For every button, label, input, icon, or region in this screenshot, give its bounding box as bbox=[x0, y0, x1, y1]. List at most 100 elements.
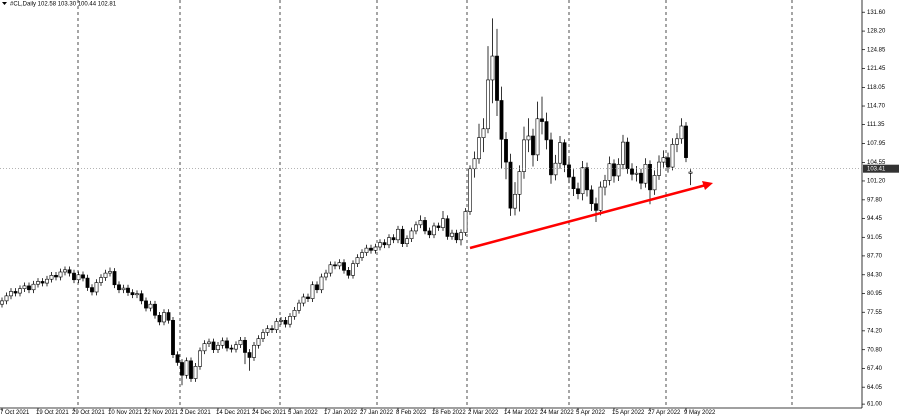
candle-body bbox=[463, 211, 468, 233]
candle-body bbox=[490, 55, 495, 81]
candle-body bbox=[607, 163, 612, 181]
candle-body bbox=[292, 310, 297, 317]
candle-body bbox=[76, 274, 81, 281]
x-tick-label: 17 Jan 2022 bbox=[324, 410, 358, 416]
last-price-label: 103.41 bbox=[867, 166, 886, 172]
y-tick-label: 87.70 bbox=[867, 253, 883, 259]
candle-body bbox=[261, 332, 265, 339]
candle-body bbox=[270, 328, 274, 331]
candle-body bbox=[229, 347, 234, 350]
candle-body bbox=[72, 272, 76, 281]
candle-body bbox=[445, 218, 450, 237]
candle-body bbox=[598, 186, 603, 211]
x-tick-label: 24 Dec 2021 bbox=[252, 410, 287, 416]
candle-body bbox=[0, 300, 4, 305]
candle-body bbox=[234, 344, 238, 350]
candle-body bbox=[585, 167, 589, 191]
candle-body bbox=[472, 158, 477, 170]
y-tick-label: 91.05 bbox=[867, 235, 883, 241]
candle-body bbox=[184, 360, 189, 376]
candle-body bbox=[225, 340, 229, 349]
candle-body bbox=[360, 252, 364, 258]
candle-body bbox=[211, 341, 216, 351]
candle-body bbox=[436, 225, 441, 228]
candle-body bbox=[670, 144, 675, 168]
candle-body bbox=[504, 139, 508, 163]
period-separators bbox=[77, 0, 793, 408]
candle-body bbox=[567, 164, 571, 178]
candle-body bbox=[279, 319, 283, 322]
candle-body bbox=[135, 293, 139, 296]
plot bbox=[0, 18, 693, 386]
x-tick-label: 10 Nov 2021 bbox=[108, 410, 143, 416]
candle-body bbox=[112, 271, 117, 286]
candle-body bbox=[666, 157, 670, 168]
candle-body bbox=[67, 269, 72, 274]
candle-body bbox=[180, 362, 184, 376]
y-tick-label: 67.40 bbox=[867, 366, 883, 372]
candle-body bbox=[202, 343, 207, 352]
candle-body bbox=[387, 237, 391, 246]
candle-body bbox=[252, 344, 256, 358]
candle-body bbox=[99, 277, 103, 283]
candle-body bbox=[369, 247, 373, 251]
candle-body bbox=[400, 228, 405, 244]
candle-body bbox=[414, 224, 418, 232]
y-tick-label: 128.20 bbox=[867, 29, 886, 35]
candle-body bbox=[517, 171, 522, 195]
candle-body bbox=[171, 319, 175, 356]
candle-body bbox=[193, 366, 198, 379]
candle-body bbox=[630, 168, 634, 175]
candle-body bbox=[648, 164, 652, 191]
candle-body bbox=[513, 193, 517, 209]
candle-body bbox=[643, 164, 648, 184]
candle-body bbox=[621, 141, 625, 165]
candle-body bbox=[31, 283, 36, 291]
candle-body bbox=[265, 328, 270, 333]
candle-body bbox=[634, 172, 639, 175]
x-tick-label: 24 Mar 2022 bbox=[540, 410, 574, 416]
candle-body bbox=[315, 284, 319, 291]
candle-body bbox=[450, 232, 454, 237]
candle-body bbox=[346, 270, 351, 276]
y-tick-label: 77.55 bbox=[867, 310, 883, 316]
candle-body bbox=[328, 264, 333, 274]
candle-body bbox=[409, 230, 414, 239]
x-tick-label: 27 Jan 2022 bbox=[360, 410, 394, 416]
candle-body bbox=[297, 302, 301, 311]
y-tick-label: 104.55 bbox=[867, 160, 886, 166]
x-tick-label: 2 Dec 2021 bbox=[180, 410, 211, 416]
candle-body bbox=[382, 242, 387, 246]
menu-triangle[interactable] bbox=[2, 2, 7, 5]
candle-body bbox=[652, 175, 657, 191]
y-tick-label: 97.80 bbox=[867, 197, 883, 203]
candle-body bbox=[684, 125, 688, 158]
candle-body bbox=[243, 339, 247, 353]
x-tick-label: 14 Mar 2022 bbox=[504, 410, 538, 416]
candle-body bbox=[9, 291, 13, 297]
candle-body bbox=[355, 257, 360, 264]
x-tick-label: 9 May 2022 bbox=[684, 410, 716, 416]
candle-body bbox=[558, 142, 562, 164]
candle-body bbox=[90, 287, 94, 293]
candle-body bbox=[531, 135, 535, 156]
candle-body bbox=[166, 312, 171, 321]
x-tick-label: 7 Oct 2021 bbox=[0, 410, 30, 416]
candle-body bbox=[144, 300, 148, 309]
candle-body bbox=[351, 263, 355, 276]
y-tick-label: 61.00 bbox=[867, 402, 883, 408]
candle-body bbox=[454, 232, 459, 241]
y-tick-label: 121.45 bbox=[867, 66, 886, 72]
trend-line bbox=[469, 183, 707, 250]
candle-body bbox=[81, 274, 85, 279]
candle-body bbox=[522, 139, 526, 172]
candle-body bbox=[639, 172, 643, 184]
candle-body bbox=[679, 125, 684, 140]
candle-body bbox=[481, 128, 486, 138]
candle-body bbox=[508, 161, 513, 209]
y-tick-label: 70.80 bbox=[867, 347, 883, 353]
candle-body bbox=[396, 228, 400, 241]
candle-body bbox=[207, 341, 211, 344]
candle-body bbox=[342, 262, 346, 271]
x-tick-label: 29 Oct 2021 bbox=[72, 410, 105, 416]
